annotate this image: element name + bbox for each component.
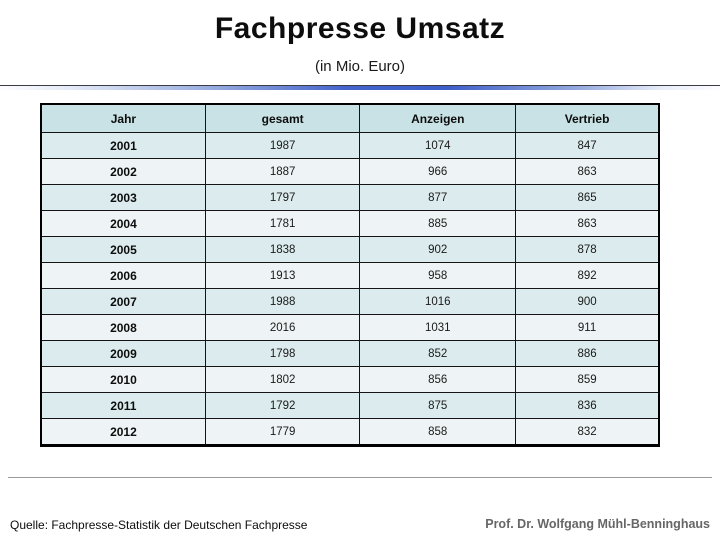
value-cell: 902 (359, 236, 517, 263)
source-text: Quelle: Fachpresse-Statistik der Deutsch… (10, 518, 308, 532)
value-cell: 911 (515, 314, 660, 341)
value-cell: 1987 (204, 132, 361, 159)
value-cell: 878 (515, 236, 660, 263)
value-cell: 877 (359, 184, 517, 211)
year-cell: 2011 (40, 392, 206, 419)
value-cell: 858 (359, 418, 517, 446)
table-row: 2011 1792 875 836 (40, 392, 660, 419)
value-cell: 1887 (204, 158, 361, 185)
column-header-gesamt: gesamt (204, 103, 361, 133)
year-cell: 2003 (40, 184, 206, 211)
value-cell: 2016 (204, 314, 361, 341)
value-cell: 1797 (204, 184, 361, 211)
year-cell: 2010 (40, 366, 206, 393)
footer-divider-line (8, 477, 712, 478)
table-row: 2006 1913 958 892 (40, 262, 660, 289)
value-cell: 966 (359, 158, 517, 185)
table-row: 2009 1798 852 886 (40, 340, 660, 367)
value-cell: 852 (359, 340, 517, 367)
page-subtitle: (in Mio. Euro) (314, 58, 406, 75)
table-header: Jahr gesamt Anzeigen Vertrieb (40, 103, 660, 133)
value-cell: 859 (515, 366, 660, 393)
value-cell: 1779 (204, 418, 361, 446)
table-body: 2001 1987 1074 847 2002 1887 966 863 2003 1797 877… (40, 132, 660, 446)
page-title: Fachpresse Umsatz (214, 12, 506, 45)
value-cell: 847 (515, 132, 660, 159)
year-cell: 2007 (40, 288, 206, 315)
value-cell: 1913 (204, 262, 361, 289)
year-cell: 2008 (40, 314, 206, 341)
value-cell: 863 (515, 210, 660, 237)
value-cell: 1988 (204, 288, 361, 315)
column-header-vertrieb: Vertrieb (515, 103, 660, 133)
table-header-row: Jahr gesamt Anzeigen Vertrieb (40, 103, 660, 133)
table-row: 2001 1987 1074 847 (40, 132, 660, 159)
year-cell: 2001 (40, 132, 206, 159)
value-cell: 885 (359, 210, 517, 237)
value-cell: 832 (515, 418, 660, 446)
value-cell: 1838 (204, 236, 361, 263)
value-cell: 892 (515, 262, 660, 289)
column-header-anzeigen: Anzeigen (359, 103, 517, 133)
revenue-table: Jahr gesamt Anzeigen Vertrieb 2001 1987 10… (40, 103, 660, 447)
year-cell: 2006 (40, 262, 206, 289)
year-cell: 2012 (40, 418, 206, 446)
table-row: 2008 2016 1031 911 (40, 314, 660, 341)
value-cell: 958 (359, 262, 517, 289)
author-text: Prof. Dr. Wolfgang Mühl-Benninghaus (485, 517, 710, 531)
year-cell: 2005 (40, 236, 206, 263)
value-cell: 856 (359, 366, 517, 393)
value-cell: 1074 (359, 132, 517, 159)
table-row: 2002 1887 966 863 (40, 158, 660, 185)
value-cell: 1798 (204, 340, 361, 367)
table-row: 2012 1779 858 832 (40, 418, 660, 446)
value-cell: 1802 (204, 366, 361, 393)
value-cell: 875 (359, 392, 517, 419)
table-row: 2004 1781 885 863 (40, 210, 660, 237)
value-cell: 886 (515, 340, 660, 367)
value-cell: 863 (515, 158, 660, 185)
value-cell: 1031 (359, 314, 517, 341)
title-divider-line (0, 85, 720, 90)
year-cell: 2009 (40, 340, 206, 367)
value-cell: 865 (515, 184, 660, 211)
table-row: 2007 1988 1016 900 (40, 288, 660, 315)
table-row: 2003 1797 877 865 (40, 184, 660, 211)
value-cell: 1781 (204, 210, 361, 237)
value-cell: 900 (515, 288, 660, 315)
value-cell: 836 (515, 392, 660, 419)
value-cell: 1792 (204, 392, 361, 419)
year-cell: 2004 (40, 210, 206, 237)
year-cell: 2002 (40, 158, 206, 185)
table-row: 2005 1838 902 878 (40, 236, 660, 263)
column-header-jahr: Jahr (40, 103, 206, 133)
value-cell: 1016 (359, 288, 517, 315)
table-row: 2010 1802 856 859 (40, 366, 660, 393)
